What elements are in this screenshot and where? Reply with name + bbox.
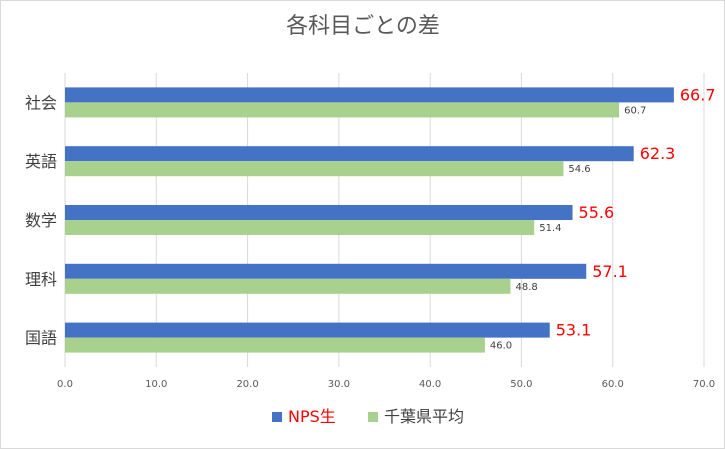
bar-chiba-average — [65, 102, 620, 118]
x-tick-label: 10.0 — [145, 379, 167, 390]
legend-label: NPS生 — [288, 407, 336, 426]
category-label: 国語 — [25, 329, 57, 348]
x-tick-label: 40.0 — [419, 379, 441, 390]
data-label: 57.1 — [592, 262, 628, 281]
bar-chiba-average — [65, 161, 564, 177]
x-tick-label: 20.0 — [236, 379, 258, 390]
bar-nps — [65, 322, 550, 338]
x-tick-label: 0.0 — [57, 379, 73, 390]
chart-title: 各科目ごとの差 — [286, 14, 440, 39]
bar-nps — [65, 205, 573, 220]
x-tick-label: 60.0 — [602, 379, 624, 390]
data-label: 62.3 — [640, 144, 676, 163]
data-labels: 66.7 60.7 62.3 54.6 55.6 51.4 57.1 48.8 53.1 46.0 — [490, 85, 716, 351]
category-label: 英語 — [25, 152, 57, 171]
x-tick-label: 70.0 — [693, 379, 715, 390]
data-label: 53.1 — [556, 321, 592, 340]
axis-labels: 0.0 10.0 20.0 30.0 40.0 50.0 60.0 70.0 社会英語数学理科国… — [25, 93, 715, 390]
data-label: 54.6 — [568, 164, 590, 175]
data-label: 60.7 — [624, 105, 646, 116]
data-label: 46.0 — [490, 341, 512, 352]
bar-nps — [65, 87, 674, 103]
data-label: 55.6 — [579, 203, 615, 222]
data-label: 51.4 — [539, 223, 561, 234]
bars — [65, 87, 674, 353]
x-tick-label: 30.0 — [328, 379, 350, 390]
bar-chiba-average — [65, 278, 511, 294]
bar-chiba-average — [65, 337, 485, 353]
data-label: 48.8 — [515, 282, 537, 293]
bar-chiba-average — [65, 220, 535, 235]
legend: NPS生 千葉県平均 — [272, 407, 464, 426]
legend-swatch — [368, 412, 378, 422]
category-label: 数学 — [25, 211, 57, 230]
legend-swatch — [272, 412, 282, 422]
category-label: 理科 — [25, 270, 57, 289]
data-label: 66.7 — [680, 85, 716, 104]
legend-label: 千葉県平均 — [384, 407, 464, 426]
category-label: 社会 — [25, 93, 57, 112]
bar-nps — [65, 146, 634, 162]
x-tick-label: 50.0 — [510, 379, 532, 390]
bar-nps — [65, 263, 587, 279]
